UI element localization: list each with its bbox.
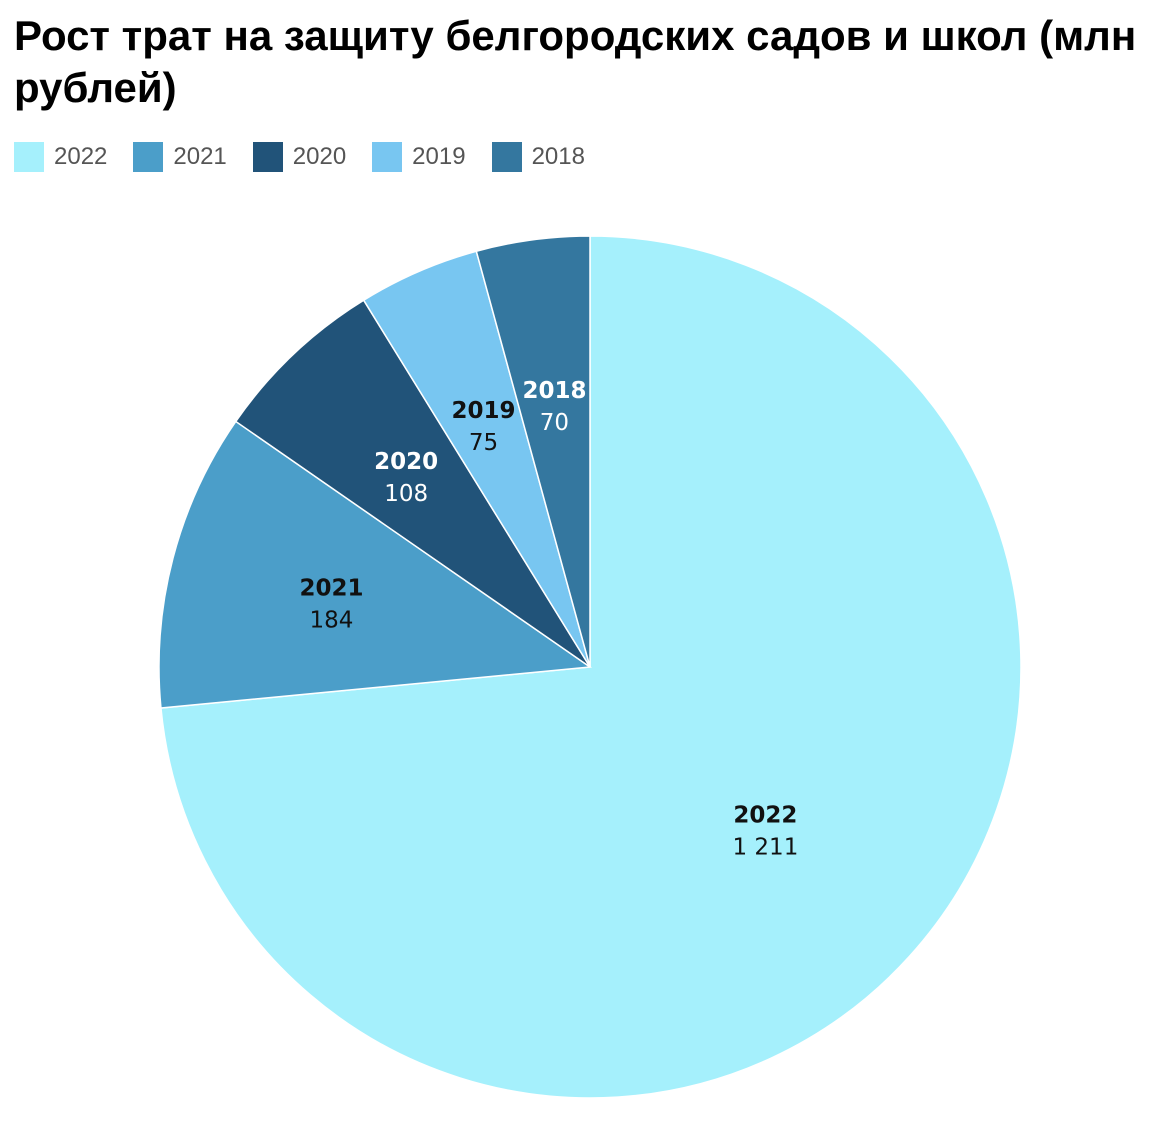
pie-slices xyxy=(158,235,1022,1099)
legend: 2022 2021 2020 2019 2018 xyxy=(14,142,611,172)
legend-label-2019: 2019 xyxy=(412,143,466,170)
slice-label-value-2018: 70 xyxy=(540,410,569,436)
pie-labels: 2022 1 211 2021 184 2020 108 2019 75 2018 70 xyxy=(299,378,798,860)
legend-label-2018: 2018 xyxy=(531,143,585,170)
legend-item-2020: 2020 xyxy=(252,142,347,172)
pie-slice-2020 xyxy=(234,299,591,668)
pie-slice-2018 xyxy=(475,235,591,668)
slice-label-value-2021: 184 xyxy=(309,607,353,633)
slice-label-value-2022: 1 211 xyxy=(732,834,798,860)
slice-label-year-2018: 2018 xyxy=(522,378,586,404)
slice-label-value-2020: 108 xyxy=(384,481,428,507)
chart-title: Рост трат на защиту белгородских садов и… xyxy=(14,12,1137,111)
legend-item-2018: 2018 xyxy=(491,142,585,172)
legend-item-2022: 2022 xyxy=(14,142,107,172)
legend-item-2021: 2021 xyxy=(133,142,227,172)
slice-label-year-2022: 2022 xyxy=(733,802,797,828)
legend-label-2022: 2022 xyxy=(54,143,108,170)
legend-swatch-2021 xyxy=(133,142,164,172)
slice-label-year-2020: 2020 xyxy=(374,449,438,475)
legend-swatch-2022 xyxy=(14,142,44,172)
pie-slice-2021 xyxy=(158,420,593,709)
slice-label-year-2019: 2019 xyxy=(452,398,516,424)
legend-item-2019: 2019 xyxy=(372,142,466,172)
slice-label-year-2021: 2021 xyxy=(299,575,363,601)
legend-label-2021: 2021 xyxy=(173,143,227,170)
slice-label-value-2019: 75 xyxy=(469,430,498,456)
legend-swatch-2019 xyxy=(372,142,403,172)
legend-swatch-2018 xyxy=(491,142,522,172)
legend-swatch-2020 xyxy=(252,142,283,172)
legend-label-2020: 2020 xyxy=(292,143,347,170)
